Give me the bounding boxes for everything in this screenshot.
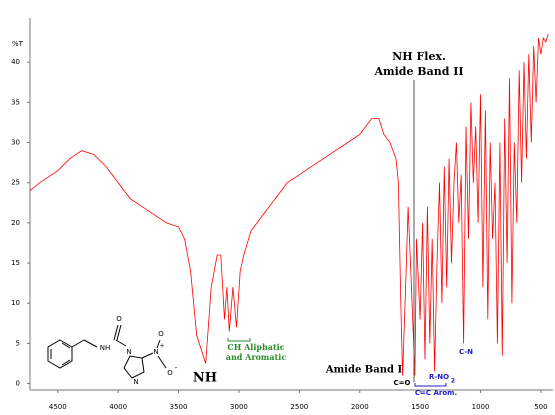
molecule-label: O bbox=[167, 369, 173, 377]
x-tick-label: 2000 bbox=[351, 403, 369, 411]
y-tick-label: 35 bbox=[11, 98, 20, 106]
spectrum-line bbox=[29, 33, 549, 376]
annotation: C=O bbox=[394, 379, 411, 387]
x-tick-label: 1500 bbox=[411, 403, 429, 411]
x-tick-label: 4500 bbox=[49, 403, 67, 411]
x-tick-label: 500 bbox=[534, 403, 547, 411]
molecule-label: + bbox=[159, 343, 164, 350]
x-tick-label: 1000 bbox=[472, 403, 490, 411]
molecule-label: - bbox=[175, 364, 178, 372]
molecule-label: N bbox=[133, 378, 138, 386]
y-tick-label: 15 bbox=[11, 259, 20, 267]
molecule bbox=[47, 324, 167, 379]
y-axis-label: %T bbox=[12, 40, 24, 48]
x-tick-label: 3000 bbox=[230, 403, 248, 411]
x-tick-label: 3500 bbox=[170, 403, 188, 411]
annotation: Amide Band II bbox=[373, 65, 463, 78]
y-tick-label: 0 bbox=[16, 380, 20, 388]
y-tick-label: 25 bbox=[11, 179, 20, 187]
molecule-label: N bbox=[126, 348, 131, 356]
molecule-label: O bbox=[116, 315, 122, 323]
x-tick-label: 2500 bbox=[290, 403, 308, 411]
annotation: R-NO bbox=[429, 373, 449, 381]
bracket bbox=[414, 383, 447, 387]
molecule-label: O bbox=[158, 330, 164, 338]
annotation: 2 bbox=[451, 378, 455, 385]
annotation: Amide Band I bbox=[325, 365, 403, 376]
y-tick-label: 5 bbox=[16, 339, 20, 347]
x-tick-label: 4000 bbox=[109, 403, 127, 411]
annotation: NH bbox=[193, 371, 217, 386]
y-tick-label: 30 bbox=[11, 139, 20, 147]
molecule-label: NH bbox=[100, 344, 111, 352]
annotation: CH Aliphatic bbox=[227, 342, 284, 352]
molecule-label: N bbox=[153, 348, 158, 356]
annotation: and Aromatic bbox=[226, 352, 287, 362]
annotation: C-N bbox=[459, 348, 473, 356]
y-tick-label: 10 bbox=[11, 299, 20, 307]
annotation: NH Flex. bbox=[392, 50, 446, 63]
bracket bbox=[227, 338, 251, 342]
annotation: C=C Arom. bbox=[415, 389, 457, 397]
y-tick-label: 40 bbox=[11, 58, 20, 66]
y-tick-label: 20 bbox=[11, 219, 20, 227]
